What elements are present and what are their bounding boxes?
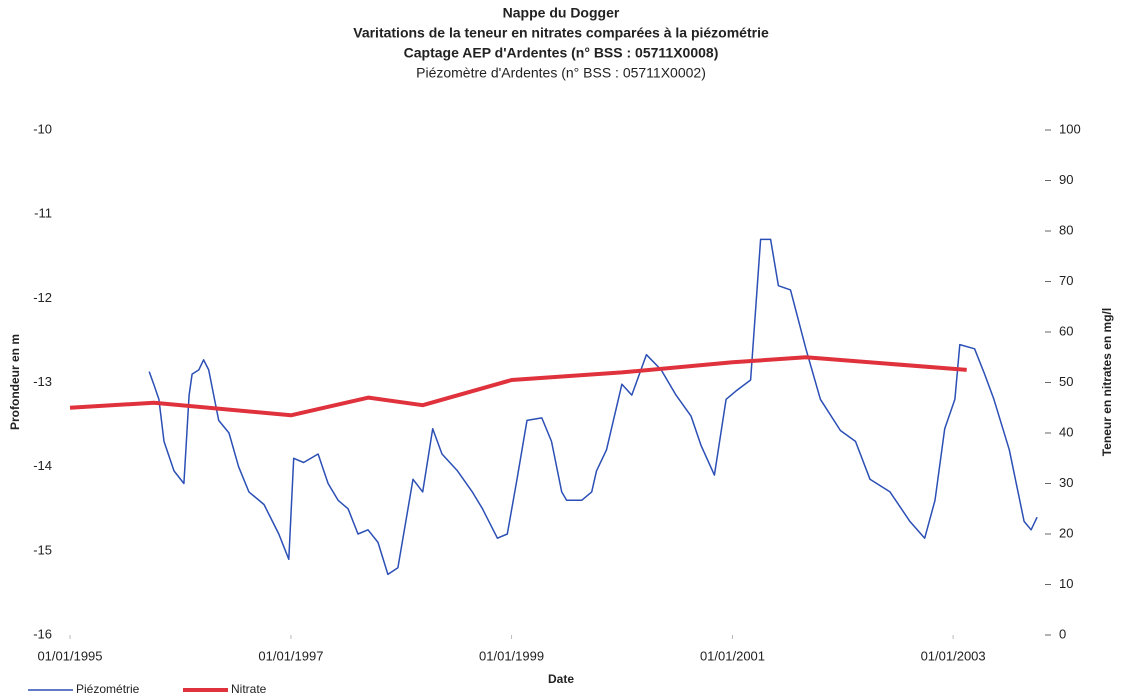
x-tick-label: 01/01/1995 bbox=[37, 648, 102, 663]
y2-tick-label: 0 bbox=[1059, 626, 1066, 641]
y-tick-label: -13 bbox=[33, 374, 52, 389]
y-tick-label: -16 bbox=[33, 626, 52, 641]
legend-label: Piézométrie bbox=[76, 682, 140, 696]
legend-label: Nitrate bbox=[231, 682, 267, 696]
y-tick-label: -14 bbox=[33, 458, 52, 473]
x-tick-label: 01/01/1999 bbox=[479, 648, 544, 663]
y-tick-label: -12 bbox=[33, 290, 52, 305]
chart-note: Piézomètre d'Ardentes (n° BSS : 05711X00… bbox=[416, 65, 706, 81]
y2-tick-label: 50 bbox=[1059, 374, 1073, 389]
line-series bbox=[148, 238, 1038, 576]
y-tick-label: -10 bbox=[33, 121, 52, 136]
chart-subtitle: Varitations de la teneur en nitrates com… bbox=[353, 25, 769, 41]
y2-tick-label: 70 bbox=[1059, 273, 1073, 288]
y2-tick-label: 60 bbox=[1059, 323, 1073, 338]
y2-tick-label: 30 bbox=[1059, 475, 1073, 490]
x-axis-label: Date bbox=[548, 672, 574, 686]
chart-subtitle: Captage AEP d'Ardentes (n° BSS : 05711X0… bbox=[404, 45, 719, 61]
y2-tick-label: 20 bbox=[1059, 525, 1073, 540]
y-tick-label: -11 bbox=[34, 206, 52, 221]
y-tick-label: -15 bbox=[33, 542, 52, 557]
x-tick-label: 01/01/2003 bbox=[921, 648, 986, 663]
y2-tick-label: 80 bbox=[1059, 222, 1073, 237]
y2-tick-label: 40 bbox=[1059, 424, 1073, 439]
x-tick-label: 01/01/1997 bbox=[258, 648, 323, 663]
y2-tick-label: 100 bbox=[1059, 121, 1081, 136]
chart-title: Nappe du Dogger bbox=[503, 5, 620, 21]
y2-tick-label: 90 bbox=[1059, 172, 1073, 187]
y2-axis-label: Teneur en nitrates en mg/l bbox=[1100, 308, 1114, 456]
y-axis-label: Profondeur en m bbox=[8, 334, 22, 430]
line-series bbox=[69, 355, 967, 418]
y2-tick-label: 10 bbox=[1059, 576, 1073, 591]
x-tick-label: 01/01/2001 bbox=[700, 648, 765, 663]
